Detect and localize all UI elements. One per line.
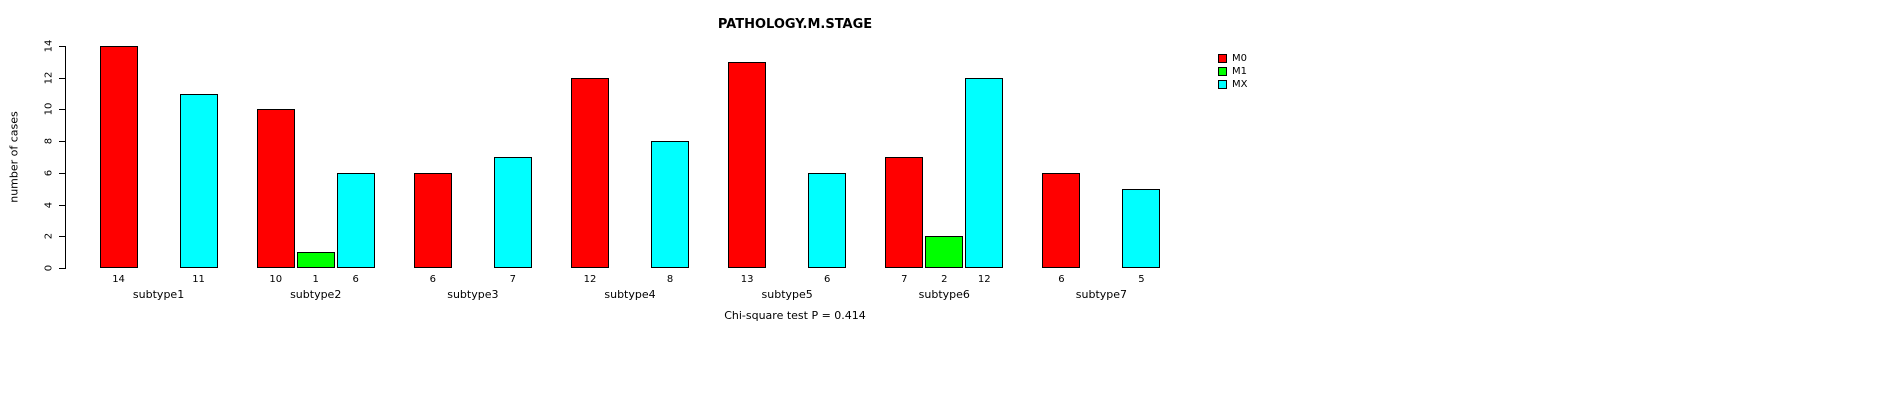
legend-item-mx: MX: [1218, 78, 1247, 91]
y-axis-tick-label: 14: [43, 39, 55, 53]
legend-item-m1: M1: [1218, 65, 1247, 78]
bar-mx-subtype7: [1122, 188, 1161, 268]
bar-mx-subtype1: [179, 93, 218, 268]
y-axis-tick: [59, 141, 65, 143]
legend-swatch-mx: [1218, 80, 1227, 89]
bar-m0-subtype3: [413, 172, 452, 268]
y-axis-tick: [59, 109, 65, 111]
chart-title: PATHOLOGY.M.STAGE: [717, 17, 873, 32]
bar-mx-subtype6: [965, 77, 1004, 268]
bar-m0-subtype6: [885, 157, 924, 268]
bar-value-label: 6: [429, 274, 437, 285]
y-axis-tick: [59, 46, 65, 47]
category-label-subtype6: subtype6: [918, 288, 970, 301]
bar-value-label: 6: [823, 274, 831, 285]
bar-mx-subtype4: [651, 141, 689, 268]
bar-value-label: 8: [666, 274, 674, 285]
bar-m0-subtype7: [1042, 172, 1081, 268]
legend-swatch-m0: [1218, 54, 1227, 63]
bar-m1-subtype2: [296, 252, 335, 268]
bar-value-label: 2: [941, 274, 948, 285]
y-axis-tick-label: 10: [43, 103, 55, 116]
y-axis-tick-label: 12: [43, 71, 55, 85]
category-label-subtype7: subtype7: [1075, 288, 1128, 301]
bar-value-label: 5: [1138, 274, 1145, 285]
legend-swatch-m1: [1218, 67, 1227, 76]
bar-value-label: 10: [269, 274, 283, 285]
y-axis-line: [65, 46, 66, 269]
bar-value-label: 12: [977, 274, 991, 285]
y-axis-tick: [59, 77, 65, 79]
bar-m0-subtype2: [256, 109, 295, 268]
bar-value-label: 7: [509, 274, 517, 285]
bar-m0-subtype1: [99, 46, 138, 268]
y-axis-tick: [59, 268, 65, 269]
y-axis-tick-label: 6: [43, 169, 55, 177]
legend-label: MX: [1232, 79, 1248, 90]
bar-value-label: 11: [192, 274, 205, 285]
bar-value-label: 14: [112, 274, 125, 285]
bar-mx-subtype2: [336, 172, 375, 268]
bar-value-label: 13: [740, 274, 754, 285]
bar-mx-subtype5: [808, 172, 847, 268]
legend-item-m0: M0: [1218, 52, 1247, 65]
legend-label: M1: [1232, 66, 1247, 77]
category-label-subtype4: subtype4: [604, 288, 656, 301]
bar-value-label: 1: [312, 274, 319, 285]
category-label-subtype3: subtype3: [447, 288, 499, 301]
bar-value-label: 12: [583, 274, 597, 285]
legend: M0 M1 MX: [1218, 52, 1247, 91]
bar-value-label: 6: [1058, 274, 1065, 285]
y-axis-tick: [59, 236, 65, 238]
bar-mx-subtype3: [493, 157, 532, 268]
category-label-subtype2: subtype2: [290, 288, 342, 301]
y-axis-tick-label: 2: [43, 233, 55, 240]
category-label-subtype1: subtype1: [132, 288, 185, 301]
y-axis-tick-label: 8: [43, 137, 55, 145]
y-axis-tick: [59, 172, 65, 174]
bar-m1-subtype6: [925, 236, 964, 268]
y-axis-tick-label: 0: [43, 264, 55, 272]
legend-label: M0: [1232, 53, 1247, 64]
bar-value-label: 7: [901, 274, 908, 285]
bar-m0-subtype4: [571, 77, 609, 268]
chi-square-annotation: Chi-square test P = 0.414: [724, 309, 866, 322]
y-axis-tick: [59, 204, 65, 206]
bar-m0-subtype5: [728, 61, 767, 268]
y-axis-tick-label: 4: [43, 201, 55, 208]
category-label-subtype5: subtype5: [761, 288, 813, 301]
bar-value-label: 6: [352, 274, 359, 285]
